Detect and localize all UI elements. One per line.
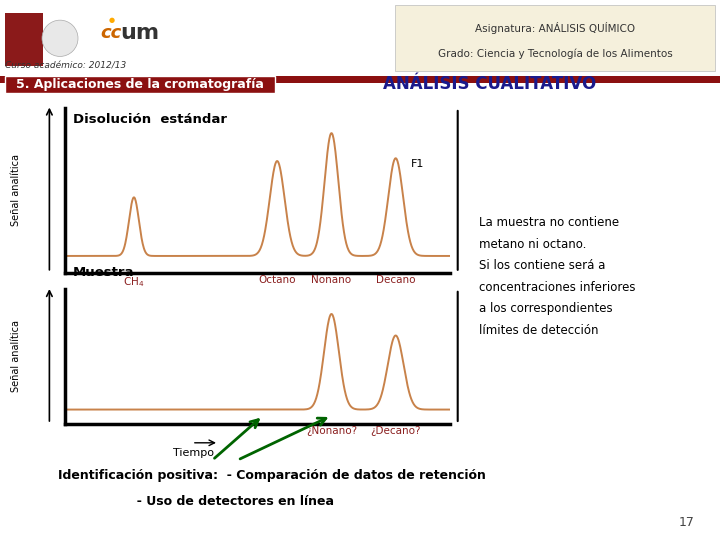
Text: Asignatura: ANÁLISIS QUÍMICO: Asignatura: ANÁLISIS QUÍMICO: [475, 22, 635, 34]
Text: Grado: Ciencia y Tecnología de los Alimentos: Grado: Ciencia y Tecnología de los Alime…: [438, 48, 672, 59]
Text: ¿Decano?: ¿Decano?: [370, 426, 421, 436]
Text: cc: cc: [100, 24, 121, 42]
Bar: [0, 76, 720, 83]
Text: a los correspondientes: a los correspondientes: [479, 302, 613, 315]
Text: metano ni octano.: metano ni octano.: [479, 238, 586, 251]
Text: Octano: Octano: [258, 275, 296, 286]
Text: La muestra no contiene: La muestra no contiene: [479, 216, 619, 229]
Text: 5. Aplicaciones de la cromatografía: 5. Aplicaciones de la cromatografía: [16, 78, 264, 91]
Text: CH$_4$: CH$_4$: [123, 275, 145, 289]
Text: 17: 17: [679, 516, 695, 529]
Circle shape: [42, 20, 78, 57]
Text: Nonano: Nonano: [312, 275, 351, 286]
Text: Si los contiene será a: Si los contiene será a: [479, 259, 606, 272]
Text: Decano: Decano: [376, 275, 415, 286]
Text: Señal analítica: Señal analítica: [11, 320, 21, 393]
Bar: [5, 76, 275, 93]
Text: - Uso de detectores en línea: - Uso de detectores en línea: [58, 495, 333, 508]
Text: Disolución  estándar: Disolución estándar: [73, 113, 227, 126]
Text: Curso académico: 2012/13: Curso académico: 2012/13: [5, 62, 126, 71]
Text: Tiempo: Tiempo: [173, 448, 214, 458]
Text: um: um: [120, 23, 159, 43]
Text: ●: ●: [109, 17, 115, 23]
Text: F1: F1: [410, 159, 424, 169]
Text: ANÁLISIS CUALITATIVO: ANÁLISIS CUALITATIVO: [383, 75, 597, 93]
Text: Señal analítica: Señal analítica: [11, 154, 21, 226]
Text: concentraciones inferiores: concentraciones inferiores: [479, 281, 635, 294]
Text: ¿Nonano?: ¿Nonano?: [306, 426, 357, 436]
Bar: [395, 5, 715, 71]
Text: Muestra: Muestra: [73, 266, 134, 280]
Bar: [5, 13, 43, 65]
Text: Tiempo: Tiempo: [173, 301, 214, 310]
Text: límites de detección: límites de detección: [479, 324, 598, 337]
Text: Identificación positiva:  - Comparación de datos de retención: Identificación positiva: - Comparación d…: [58, 469, 485, 482]
